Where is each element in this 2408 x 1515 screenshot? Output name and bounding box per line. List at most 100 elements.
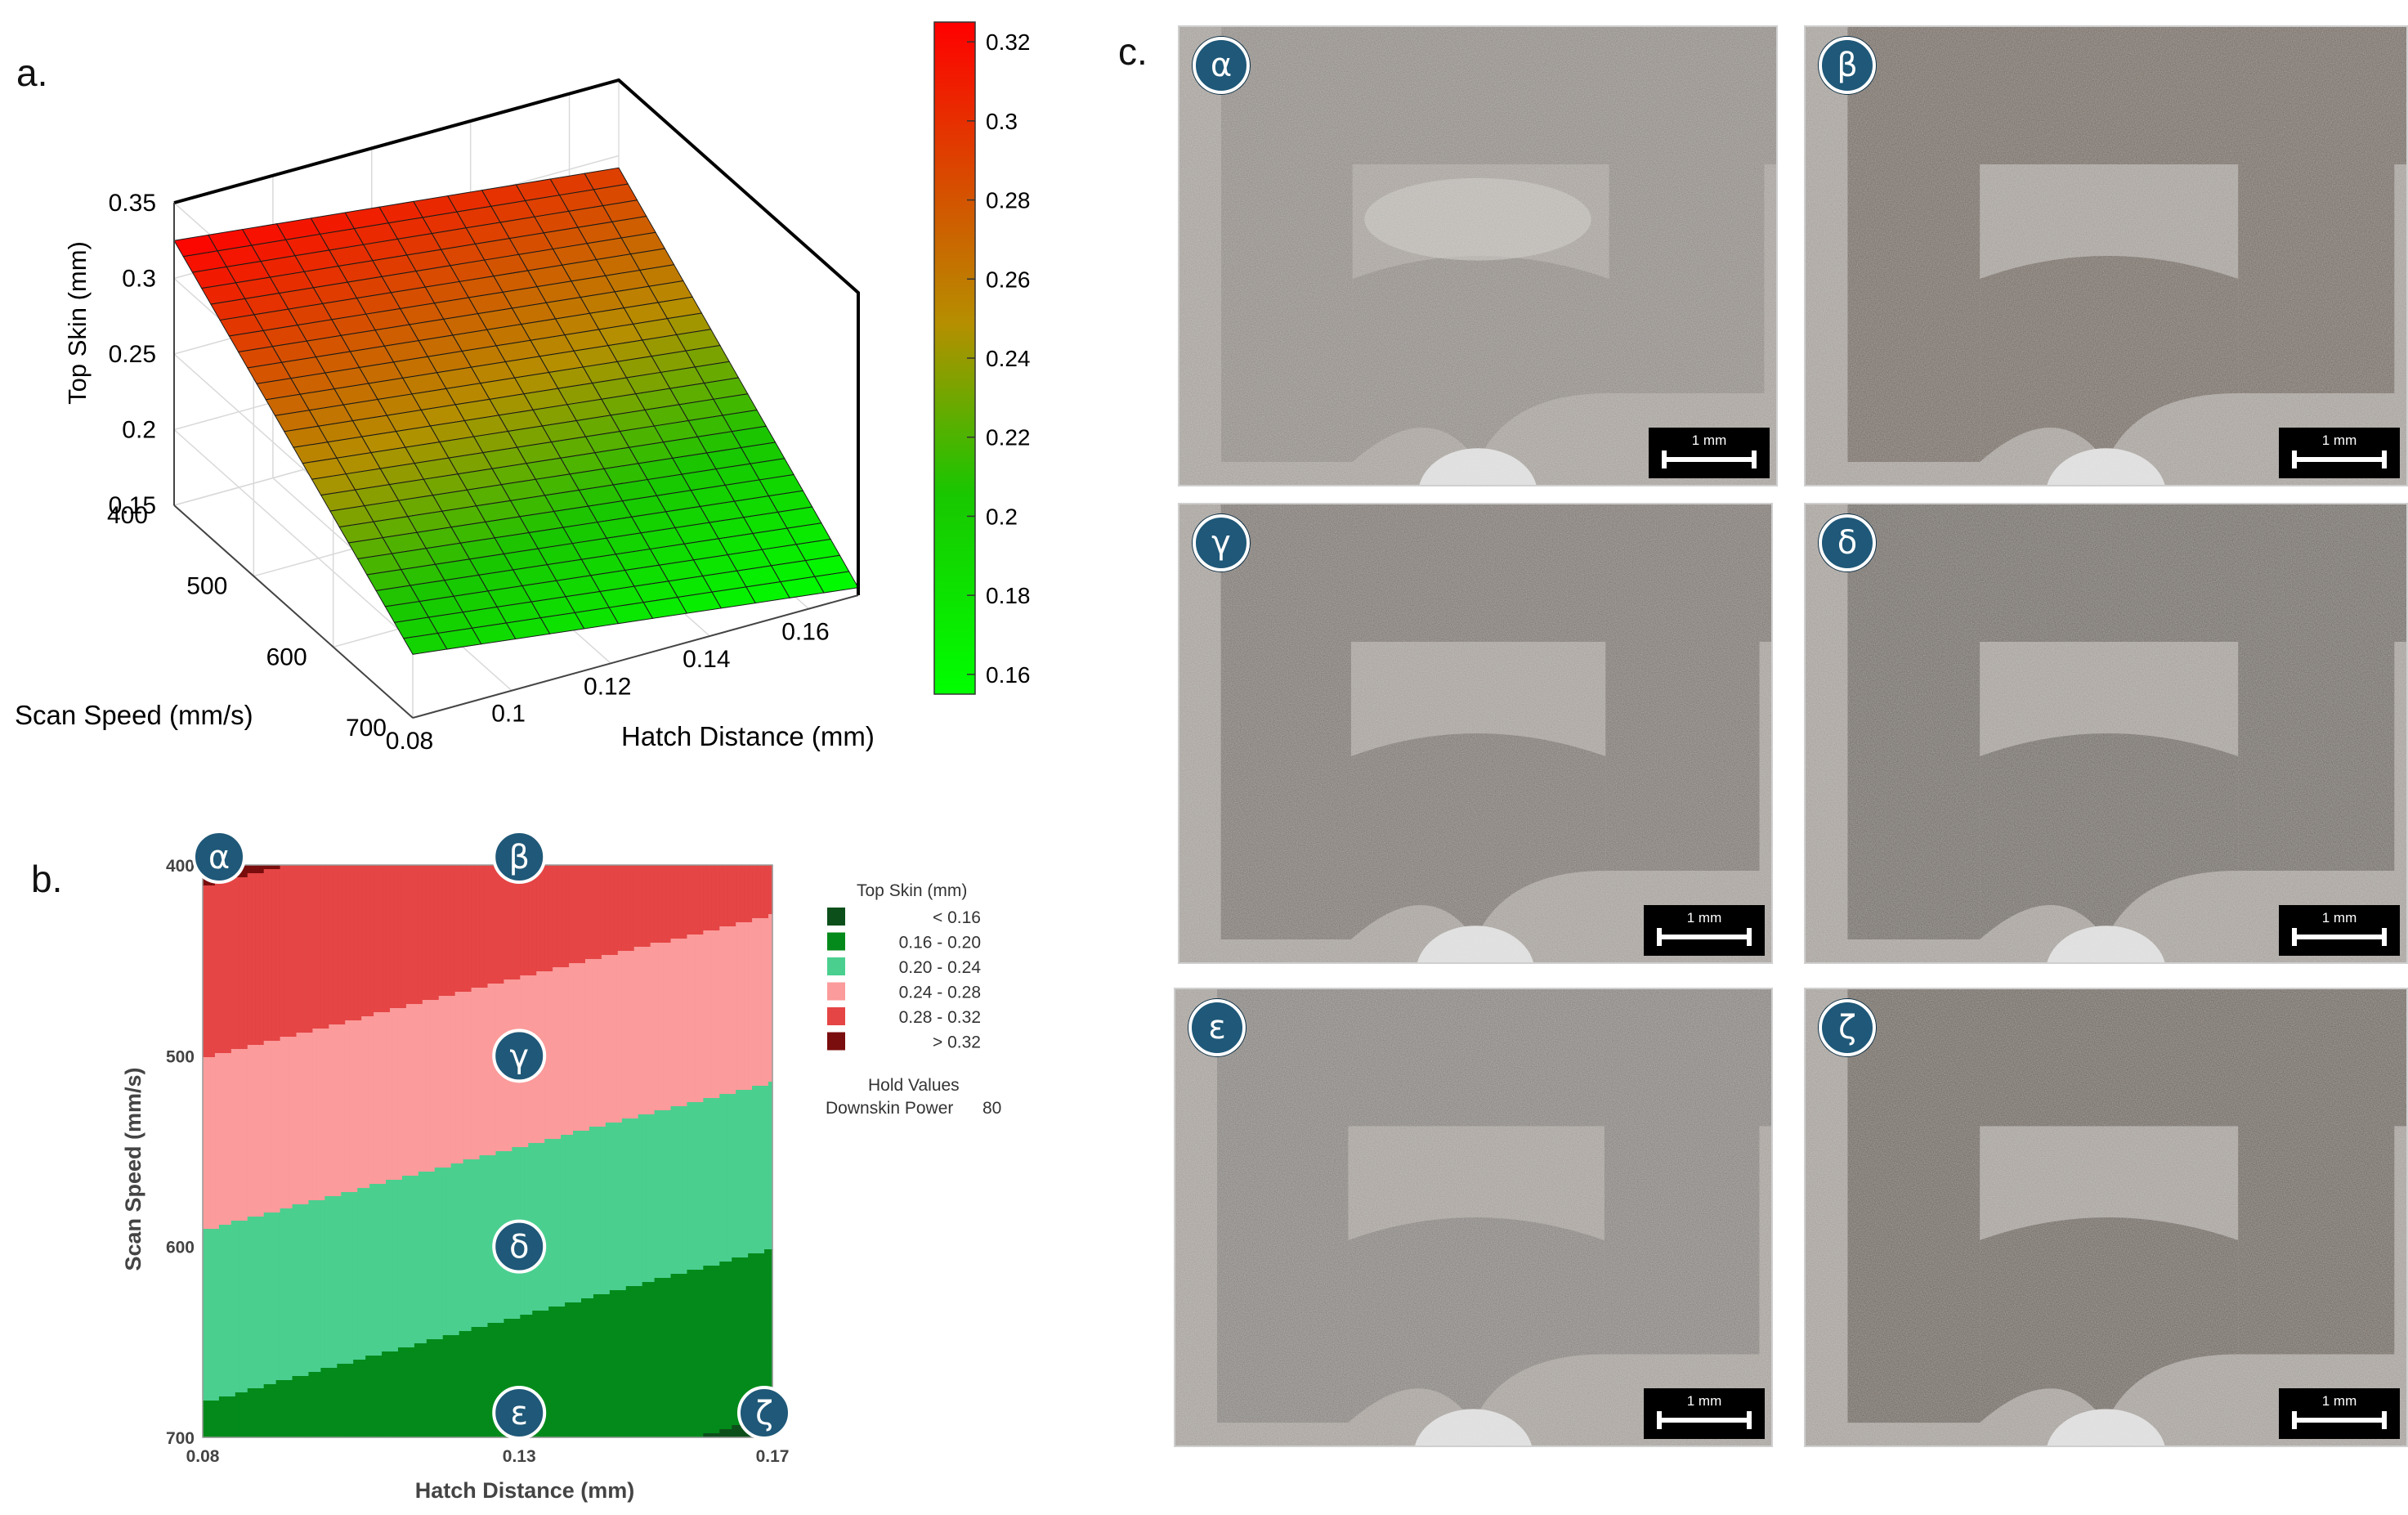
contour-cell — [312, 1266, 317, 1271]
contour-cell — [215, 1184, 220, 1189]
contour-cell — [284, 1368, 289, 1373]
contour-cell — [316, 902, 321, 907]
contour-cell — [219, 914, 224, 919]
contour-cell — [308, 1409, 313, 1414]
contour-cell — [308, 918, 313, 923]
contour-cell — [284, 939, 289, 944]
contour-cell — [324, 1053, 329, 1058]
contour-cell — [227, 1274, 232, 1279]
contour-cell — [256, 918, 261, 923]
contour-cell — [272, 1090, 277, 1095]
contour-cell — [256, 996, 261, 1001]
contour-cell — [219, 926, 224, 931]
contour-cell — [312, 1372, 317, 1377]
contour-cell — [276, 1204, 281, 1209]
contour-cell — [248, 906, 253, 911]
contour-cell — [256, 1045, 261, 1050]
contour-cell — [260, 926, 265, 931]
contour-cell — [300, 1278, 305, 1283]
contour-cell — [248, 955, 253, 960]
contour-cell — [297, 1000, 302, 1005]
contour-cell — [211, 1037, 216, 1042]
contour-cell — [308, 926, 313, 931]
contour-cell — [207, 1278, 212, 1283]
contour-cell — [231, 1417, 236, 1422]
contour-cell — [256, 1159, 261, 1164]
contour-cell — [207, 1298, 212, 1303]
contour-cell — [264, 1184, 269, 1189]
contour-cell — [252, 1024, 257, 1029]
contour-cell — [280, 1319, 285, 1324]
contour-cell — [268, 914, 273, 919]
contour-cell — [203, 1311, 208, 1316]
contour-cell — [268, 1127, 273, 1132]
contour-cell — [252, 865, 257, 870]
contour-cell — [248, 988, 253, 993]
contour-cell — [264, 947, 269, 952]
contour-cell — [297, 1065, 302, 1070]
contour-cell — [223, 1082, 228, 1087]
contour-cell — [333, 939, 338, 944]
contour-cell — [320, 1094, 325, 1099]
contour-cell — [284, 1262, 289, 1266]
contour-cell — [239, 1123, 244, 1127]
contour-cell — [272, 898, 277, 903]
contour-cell — [252, 947, 257, 952]
contour-cell — [239, 1409, 244, 1414]
contour-cell — [223, 1221, 228, 1226]
contour-cell — [320, 1192, 325, 1197]
contour-cell — [280, 1098, 285, 1103]
contour-cell — [260, 1180, 265, 1185]
contour-cell — [304, 1200, 309, 1205]
contour-cell — [300, 1241, 305, 1246]
contour-cell — [276, 1143, 281, 1148]
contour-cell — [203, 1163, 208, 1168]
contour-cell — [231, 1229, 236, 1234]
contour-cell — [312, 1147, 317, 1152]
contour-cell — [215, 1065, 220, 1070]
contour-cell — [219, 1298, 224, 1303]
contour-cell — [289, 1008, 293, 1013]
contour-cell — [239, 1241, 244, 1246]
contour-cell — [260, 877, 265, 882]
contour-cell — [239, 971, 244, 976]
contour-cell — [284, 988, 289, 993]
contour-cell — [304, 1073, 309, 1078]
contour-cell — [231, 1004, 236, 1009]
contour-cell — [239, 1061, 244, 1066]
contour-cell — [223, 1102, 228, 1107]
contour-cell — [312, 1335, 317, 1340]
contour-cell — [297, 1249, 302, 1254]
contour-cell — [289, 918, 293, 923]
contour-cell — [239, 996, 244, 1001]
contour-cell — [248, 947, 253, 952]
contour-cell — [329, 1266, 333, 1271]
contour-cell — [215, 1004, 220, 1009]
contour-cell — [207, 894, 212, 899]
contour-cell — [244, 1319, 248, 1324]
contour-cell — [239, 979, 244, 984]
contour-cell — [203, 1319, 208, 1324]
contour-cell — [211, 1392, 216, 1397]
contour-cell — [260, 1069, 265, 1074]
contour-cell — [289, 1266, 293, 1271]
contour-cell — [260, 1425, 265, 1430]
contour-cell — [219, 1200, 224, 1205]
contour-cell — [280, 963, 285, 968]
contour-cell — [280, 1188, 285, 1193]
contour-cell — [300, 971, 305, 976]
contour-cell — [312, 930, 317, 935]
contour-cell — [320, 1351, 325, 1356]
contour-cell — [304, 1012, 309, 1017]
contour-cell — [300, 943, 305, 948]
contour-cell — [223, 1045, 228, 1050]
contour-cell — [312, 951, 317, 956]
contour-cell — [297, 1008, 302, 1013]
contour-cell — [293, 959, 298, 964]
contour-cell — [227, 1429, 232, 1434]
contour-cell — [260, 1278, 265, 1283]
contour-cell — [312, 1127, 317, 1132]
contour-cell — [260, 1392, 265, 1397]
contour-cell — [289, 906, 293, 911]
contour-cell — [300, 1114, 305, 1119]
